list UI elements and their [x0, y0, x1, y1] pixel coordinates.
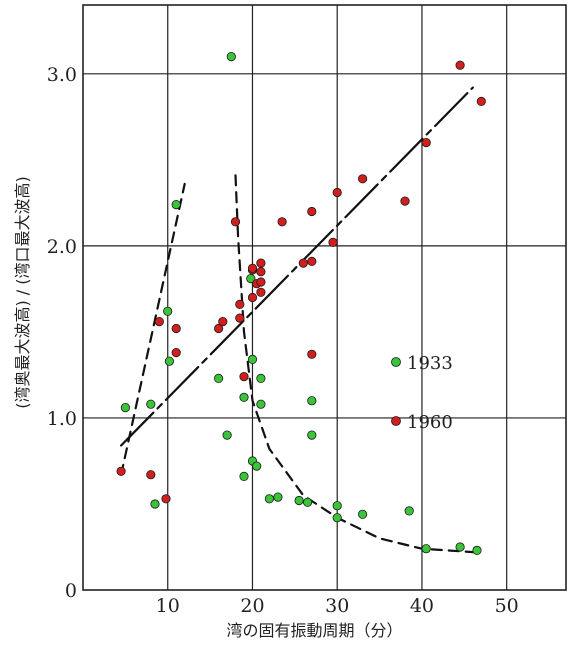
data-point-1960: [171, 323, 181, 334]
x-tick-label: 30: [325, 595, 349, 617]
data-point-1933: [404, 506, 414, 516]
data-point-1960: [476, 96, 486, 107]
data-point-1933: [146, 399, 156, 409]
trend-line-dashed: [234, 174, 474, 554]
data-point-1960: [256, 258, 266, 268]
points-layer: [116, 51, 486, 556]
data-point-1933: [302, 497, 313, 507]
legend-label-1933: 1933: [407, 353, 453, 374]
data-point-1933: [226, 51, 236, 62]
data-point-1933: [164, 356, 174, 366]
data-point-1960: [247, 292, 258, 303]
data-point-1933: [163, 306, 173, 316]
legend: 1933 1960: [391, 353, 453, 433]
data-point-1933: [273, 492, 283, 502]
data-point-1933: [252, 461, 262, 471]
data-point-1960: [161, 494, 171, 504]
data-point-1960: [218, 316, 228, 327]
data-point-1933: [332, 501, 342, 511]
data-point-1960: [171, 347, 181, 358]
data-point-1960: [235, 313, 245, 323]
grid-layer: [82, 4, 567, 591]
y-axis-label: (湾奥最大波高) / (湾口最大波高): [13, 176, 32, 409]
data-point-1960: [307, 349, 317, 359]
tick-labels-layer: 10 20 30 40 50 0 1.0 2.0 3.0: [47, 64, 519, 617]
data-point-1960: [256, 287, 266, 297]
data-point-1960: [146, 470, 156, 480]
trend-line-solid: [120, 86, 474, 447]
data-point-1933: [332, 513, 342, 523]
data-point-1933: [455, 542, 465, 552]
trend-line-dashed: [120, 182, 186, 476]
data-point-1933: [246, 273, 256, 284]
data-point-1960: [214, 323, 224, 334]
x-axis-label: 湾の固有振動周期（分）: [226, 621, 402, 640]
plot-frame: [82, 4, 567, 591]
data-point-1933: [472, 545, 482, 556]
x-tick-label: 20: [240, 595, 264, 617]
x-tick-label: 50: [495, 595, 519, 617]
data-point-1933: [307, 396, 317, 406]
data-point-1933: [222, 430, 232, 440]
trend-lines-layer: [120, 86, 474, 554]
data-point-1960: [357, 174, 368, 184]
data-point-1960: [239, 371, 249, 382]
data-point-1933: [171, 200, 181, 210]
data-point-1960: [277, 217, 287, 227]
data-point-1933: [307, 430, 317, 440]
data-point-1960: [332, 187, 342, 198]
legend-marker-1960: [391, 416, 401, 426]
data-point-1933: [421, 544, 431, 554]
data-point-1933: [239, 471, 249, 481]
data-point-1933: [294, 495, 304, 506]
data-point-1933: [256, 373, 266, 383]
data-point-1960: [247, 263, 258, 273]
legend-label-1960: 1960: [407, 412, 453, 433]
y-tick-label: 0: [65, 580, 77, 602]
data-point-1960: [307, 206, 317, 217]
data-point-1960: [154, 316, 164, 327]
data-point-1933: [214, 373, 224, 383]
data-point-1960: [116, 466, 126, 476]
data-point-1933: [264, 494, 274, 504]
x-tick-label: 10: [156, 595, 180, 617]
data-point-1933: [150, 499, 160, 509]
data-point-1960: [230, 217, 241, 227]
x-tick-label: 40: [410, 595, 434, 617]
y-tick-label: 1.0: [47, 408, 77, 430]
data-point-1960: [235, 299, 245, 309]
legend-marker-1933: [391, 357, 401, 367]
data-point-1933: [256, 399, 266, 409]
data-point-1933: [357, 509, 368, 519]
data-point-1960: [400, 196, 410, 206]
data-point-1933: [239, 392, 249, 402]
data-point-1960: [307, 256, 317, 266]
data-point-1933: [247, 354, 258, 364]
data-point-1960: [256, 267, 266, 277]
data-point-1960: [455, 60, 465, 70]
data-point-1933: [120, 402, 131, 413]
y-tick-label: 3.0: [47, 64, 77, 86]
y-tick-label: 2.0: [47, 236, 77, 258]
data-point-1960: [328, 237, 338, 247]
data-point-1960: [256, 277, 266, 287]
data-point-1960: [298, 258, 308, 268]
data-point-1960: [421, 138, 431, 148]
